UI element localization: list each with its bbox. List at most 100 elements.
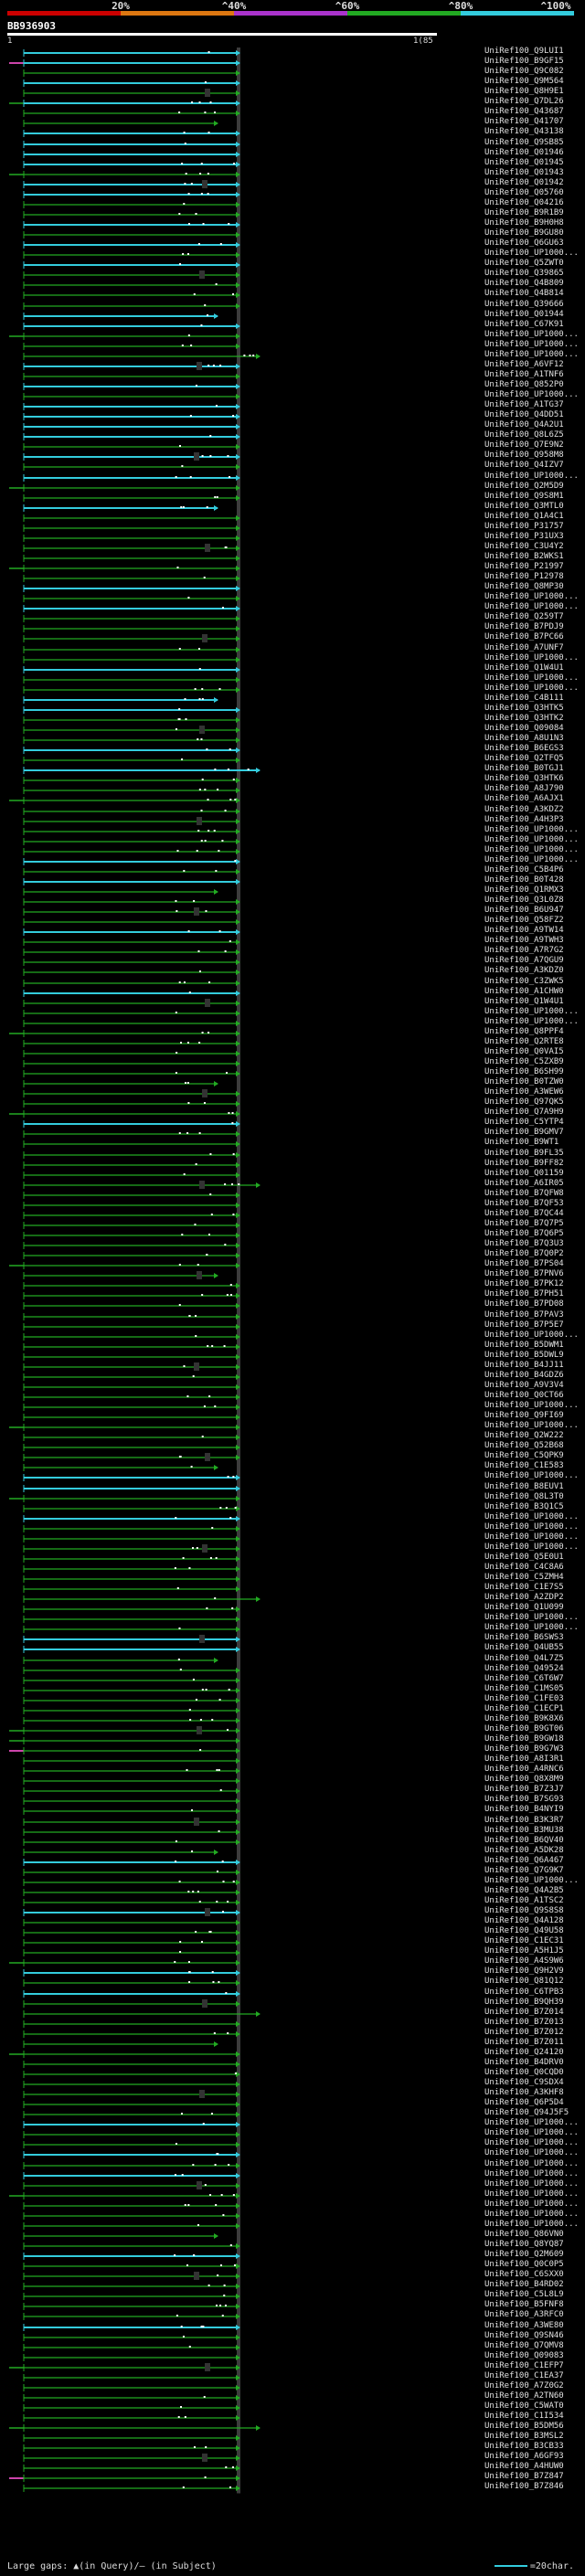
hit-label[interactable]: UniRef100_UP1000... — [484, 2219, 579, 2229]
hit-row[interactable]: UniRef100_Q8H9E1 — [0, 87, 585, 98]
hit-label[interactable]: UniRef100_Q2RTE8 — [484, 1036, 564, 1046]
hit-label[interactable]: UniRef100_Q9M564 — [484, 77, 564, 87]
hit-row[interactable]: UniRef100_Q01944 — [0, 310, 585, 321]
hit-row[interactable]: UniRef100_B5DM56 — [0, 2422, 585, 2433]
hit-row[interactable]: UniRef100_UP1000... — [0, 2169, 585, 2180]
hit-label[interactable]: UniRef100_B4GDZ6 — [484, 1370, 564, 1380]
hit-row[interactable]: UniRef100_UP1000... — [0, 1330, 585, 1341]
hit-label[interactable]: UniRef100_A3KDZ2 — [484, 804, 564, 814]
hit-label[interactable]: UniRef100_A2TN60 — [484, 2390, 564, 2401]
hit-label[interactable]: UniRef100_Q4B809 — [484, 279, 564, 289]
hit-label[interactable]: UniRef100_A3KDZ0 — [484, 966, 564, 976]
hit-row[interactable]: UniRef100_C3U4Y2 — [0, 542, 585, 553]
hit-row[interactable]: UniRef100_UP1000... — [0, 855, 585, 866]
hit-label[interactable]: UniRef100_Q43138 — [484, 127, 564, 137]
hit-label[interactable]: UniRef100_B2WKS1 — [484, 552, 564, 561]
hit-row[interactable]: UniRef100_B3K3R7 — [0, 1816, 585, 1827]
hit-label[interactable]: UniRef100_Q7A9H9 — [484, 1108, 564, 1118]
hit-label[interactable]: UniRef100_B7Q6P5 — [484, 1229, 564, 1239]
hit-row[interactable]: UniRef100_B4GDZ6 — [0, 1370, 585, 1382]
hit-label[interactable]: UniRef100_B7PD08 — [484, 1299, 564, 1309]
hit-label[interactable]: UniRef100_B7Q7P5 — [484, 1218, 564, 1228]
hit-label[interactable]: UniRef100_Q4A2U1 — [484, 420, 564, 430]
hit-row[interactable]: UniRef100_C1MS05 — [0, 1684, 585, 1695]
hit-label[interactable]: UniRef100_Q09083 — [484, 2350, 564, 2360]
hit-row[interactable]: UniRef100_C4B111 — [0, 694, 585, 705]
hit-row[interactable]: UniRef100_B4RD02 — [0, 2280, 585, 2291]
hit-row[interactable]: UniRef100_A4H3P3 — [0, 815, 585, 826]
hit-row[interactable]: UniRef100_B9H0H8 — [0, 218, 585, 229]
hit-label[interactable]: UniRef100_P21997 — [484, 562, 564, 572]
hit-label[interactable]: UniRef100_Q0C0P5 — [484, 2260, 564, 2270]
hit-label[interactable]: UniRef100_B3MSL2 — [484, 2432, 564, 2442]
hit-label[interactable]: UniRef100_Q09084 — [484, 724, 564, 734]
hit-row[interactable]: UniRef100_Q05760 — [0, 188, 585, 199]
hit-label[interactable]: UniRef100_Q1W4U1 — [484, 996, 564, 1006]
hit-label[interactable]: UniRef100_Q94J5F5 — [484, 2108, 569, 2118]
hit-row[interactable]: UniRef100_C1EC31 — [0, 1936, 585, 1947]
hit-label[interactable]: UniRef100_Q52B68 — [484, 1441, 564, 1451]
hit-row[interactable]: UniRef100_Q9C082 — [0, 67, 585, 78]
hit-label[interactable]: UniRef100_B4RD02 — [484, 2280, 564, 2290]
hit-label[interactable]: UniRef100_Q43687 — [484, 107, 564, 117]
hit-row[interactable]: UniRef100_Q1RMX3 — [0, 885, 585, 896]
hit-row[interactable]: UniRef100_B9R1B9 — [0, 208, 585, 219]
hit-row[interactable]: UniRef100_UP1000... — [0, 2179, 585, 2190]
hit-row[interactable]: UniRef100_UP1000... — [0, 1542, 585, 1553]
hit-row[interactable]: UniRef100_Q0C0P5 — [0, 2260, 585, 2271]
hit-row[interactable]: UniRef100_B7Z847 — [0, 2472, 585, 2483]
hit-label[interactable]: UniRef100_B7QFW8 — [484, 1188, 564, 1198]
hit-label[interactable]: UniRef100_UP1000... — [484, 824, 579, 834]
hit-row[interactable]: UniRef100_Q0CT66 — [0, 1390, 585, 1402]
hit-label[interactable]: UniRef100_UP1000... — [484, 1613, 579, 1623]
hit-label[interactable]: UniRef100_Q6A467 — [484, 1855, 564, 1865]
hit-row[interactable]: UniRef100_C3ZWK5 — [0, 977, 585, 988]
hit-label[interactable]: UniRef100_B7P5E7 — [484, 1320, 564, 1330]
hit-row[interactable]: UniRef100_A6GF93 — [0, 2452, 585, 2463]
hit-label[interactable]: UniRef100_B9GMV7 — [484, 1128, 564, 1138]
hit-label[interactable]: UniRef100_B9H0H8 — [484, 218, 564, 228]
hit-label[interactable]: UniRef100_Q39865 — [484, 269, 564, 279]
hit-row[interactable]: UniRef100_UP1000... — [0, 1006, 585, 1018]
hit-row[interactable]: UniRef100_UP1000... — [0, 2159, 585, 2170]
hit-row[interactable]: UniRef100_A4S9W6 — [0, 1956, 585, 1967]
hit-row[interactable]: UniRef100_B4JJ11 — [0, 1361, 585, 1372]
hit-row[interactable]: UniRef100_B9GMV7 — [0, 1128, 585, 1139]
hit-row[interactable]: UniRef100_Q8L3T0 — [0, 1491, 585, 1503]
hit-label[interactable]: UniRef100_B7Z011 — [484, 2037, 564, 2047]
hit-row[interactable]: UniRef100_Q7QMV8 — [0, 2341, 585, 2352]
hit-row[interactable]: UniRef100_UP1000... — [0, 1613, 585, 1624]
hit-label[interactable]: UniRef100_B7Z3J7 — [484, 1785, 564, 1795]
hit-label[interactable]: UniRef100_UP1000... — [484, 1006, 579, 1016]
hit-label[interactable]: UniRef100_Q4A2B5 — [484, 1885, 564, 1895]
hit-label[interactable]: UniRef100_B9FF82 — [484, 1158, 564, 1168]
hit-label[interactable]: UniRef100_B6EGS3 — [484, 744, 564, 754]
hit-row[interactable]: UniRef100_UP1000... — [0, 1876, 585, 1887]
hit-row[interactable]: UniRef100_Q9S8M1 — [0, 492, 585, 503]
hit-label[interactable]: UniRef100_P31757 — [484, 521, 564, 531]
hit-label[interactable]: UniRef100_Q0CT66 — [484, 1390, 564, 1400]
hit-label[interactable]: UniRef100_B7PK12 — [484, 1279, 564, 1289]
hit-label[interactable]: UniRef100_A1CHW0 — [484, 986, 564, 996]
hit-label[interactable]: UniRef100_Q8L3T0 — [484, 1491, 564, 1501]
hit-row[interactable]: UniRef100_UP1000... — [0, 472, 585, 482]
hit-row[interactable]: UniRef100_Q8PPF4 — [0, 1027, 585, 1038]
hit-label[interactable]: UniRef100_Q958M8 — [484, 451, 564, 461]
hit-label[interactable]: UniRef100_UP1000... — [484, 844, 579, 854]
hit-row[interactable]: UniRef100_Q7G9K7 — [0, 1866, 585, 1877]
hit-row[interactable]: UniRef100_Q24120 — [0, 2048, 585, 2059]
hit-row[interactable]: UniRef100_Q49524 — [0, 1664, 585, 1675]
hit-row[interactable]: UniRef100_Q2M609 — [0, 2250, 585, 2261]
hit-row[interactable]: UniRef100_Q9H2V9 — [0, 1966, 585, 1977]
hit-row[interactable]: UniRef100_A5H1J5 — [0, 1946, 585, 1957]
hit-label[interactable]: UniRef100_C4C8A6 — [484, 1563, 564, 1572]
hit-row[interactable]: UniRef100_Q49U58 — [0, 1926, 585, 1937]
hit-row[interactable]: UniRef100_B0TGJ1 — [0, 764, 585, 775]
hit-row[interactable]: UniRef100_Q9S8S8 — [0, 1906, 585, 1917]
hit-label[interactable]: UniRef100_UP1000... — [484, 390, 579, 400]
hit-label[interactable]: UniRef100_A9V3V4 — [484, 1380, 564, 1390]
hit-label[interactable]: UniRef100_B7Z014 — [484, 2007, 564, 2017]
hit-row[interactable]: UniRef100_Q01942 — [0, 178, 585, 189]
hit-row[interactable]: UniRef100_UP1000... — [0, 1522, 585, 1533]
hit-label[interactable]: UniRef100_A7UNF7 — [484, 642, 564, 652]
